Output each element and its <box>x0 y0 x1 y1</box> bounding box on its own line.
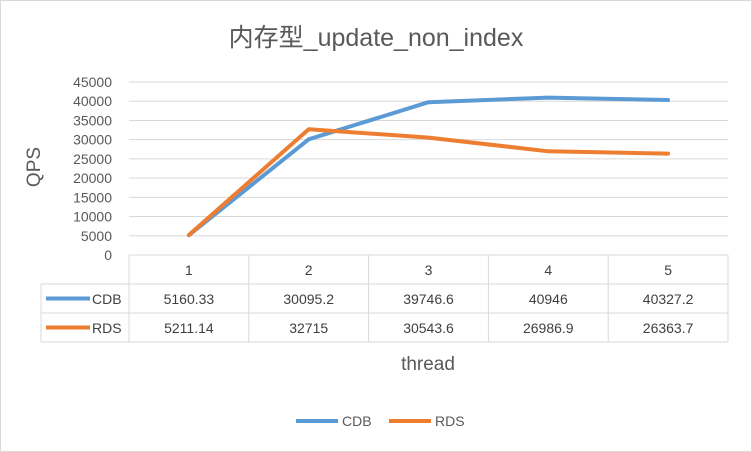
series-lines <box>186 95 671 238</box>
legend-entry: CDB <box>342 413 372 429</box>
data-table: 1 2 3 4 5 CDB 5160.33 30095.2 39746.6 40946 40327.… <box>40 254 729 343</box>
y-tick-label: 30000 <box>73 132 112 148</box>
data-label: 26363.7 <box>643 320 694 336</box>
data-label: 32715 <box>289 320 328 336</box>
chart-title: 内存型_update_non_index <box>229 24 524 52</box>
x-tick-label: 4 <box>544 262 552 278</box>
x-axis-label: thread <box>401 354 455 375</box>
y-tick-label: 45000 <box>73 74 112 90</box>
table-series-label: RDS <box>92 320 122 336</box>
table-series-label: CDB <box>92 291 122 307</box>
data-label: 39746.6 <box>403 291 454 307</box>
x-tick-label: 2 <box>305 262 313 278</box>
y-tick-label: 5000 <box>81 228 112 244</box>
x-tick-label: 3 <box>425 262 433 278</box>
data-label: 40946 <box>529 291 568 307</box>
legend-entry: RDS <box>435 413 465 429</box>
data-label: 30095.2 <box>283 291 334 307</box>
y-tick-label: 25000 <box>73 151 112 167</box>
data-label: 26986.9 <box>523 320 574 336</box>
x-tick-label: 1 <box>185 262 193 278</box>
data-label: 5211.14 <box>164 320 214 336</box>
series-line-rds <box>186 127 671 237</box>
data-label: 30543.6 <box>403 320 454 336</box>
legend: CDB RDS <box>296 413 465 429</box>
y-tick-label: 15000 <box>73 189 112 205</box>
y-axis-label: QPS <box>24 147 45 187</box>
data-label: 40327.2 <box>643 291 694 307</box>
y-tick-label: 35000 <box>73 112 112 128</box>
y-tick-label: 20000 <box>73 170 112 186</box>
series-line-cdb <box>186 95 671 238</box>
y-tick-label: 40000 <box>73 93 112 109</box>
y-tick-labels: 0 5000 10000 15000 20000 25000 30000 35000 40000… <box>73 74 112 263</box>
x-tick-label: 5 <box>664 262 672 278</box>
y-tick-label: 10000 <box>73 209 112 225</box>
y-tick-label: 0 <box>104 247 112 263</box>
data-label: 5160.33 <box>164 291 215 307</box>
